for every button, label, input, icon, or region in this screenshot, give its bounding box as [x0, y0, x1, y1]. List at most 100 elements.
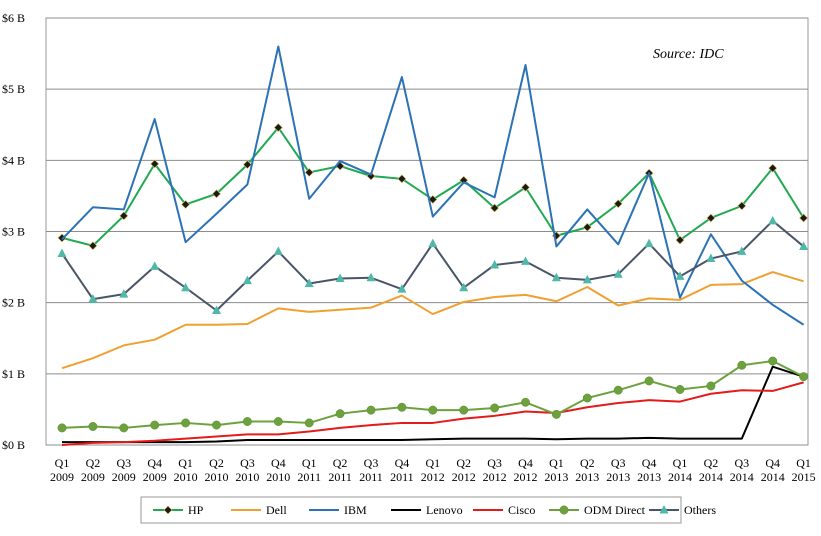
hp-point	[428, 195, 438, 204]
x-tick-label: Q3 2010	[235, 456, 259, 484]
others-point	[397, 284, 407, 293]
others-point	[273, 246, 283, 255]
others-point	[335, 273, 345, 282]
others-point	[428, 238, 438, 248]
hp-point	[273, 123, 283, 133]
others-point	[706, 253, 716, 263]
x-tick-quarter: Q4	[395, 456, 410, 470]
series-lines	[57, 45, 809, 446]
x-tick-quarter: Q1	[549, 456, 564, 470]
x-tick-quarter: Q1	[302, 456, 317, 470]
y-tick-label: $1 B	[2, 367, 25, 381]
hp-point	[88, 241, 98, 251]
series-others	[57, 215, 809, 314]
x-tick-year: 2014	[761, 470, 785, 484]
others-point	[675, 271, 685, 280]
hp-point	[212, 189, 221, 199]
x-tick-quarter: Q1	[673, 456, 688, 470]
x-tick-quarter: Q3	[611, 456, 626, 470]
odm-direct-point	[150, 420, 160, 430]
x-tick-label: Q1 2014	[668, 456, 692, 484]
x-tick-year: 2013	[575, 470, 599, 484]
others-line	[61, 219, 805, 312]
x-tick-label: Q1 2009	[50, 456, 74, 484]
x-tick-year: 2015	[792, 470, 816, 484]
hp-point	[737, 201, 747, 211]
legend-marker	[659, 505, 669, 514]
legend-item-dell: Dell	[231, 503, 287, 517]
x-tick-year: 2014	[668, 470, 692, 484]
others-point	[459, 282, 469, 292]
odm-direct-point	[490, 403, 500, 413]
legend-item-ibm: IBM	[309, 503, 367, 517]
y-tick-label: $3 B	[2, 225, 25, 239]
series-lenovo	[62, 365, 804, 444]
legend-label: Others	[684, 503, 716, 517]
x-tick-year: 2011	[390, 470, 414, 484]
odm-direct-point	[428, 405, 438, 415]
x-tick-year: 2013	[544, 470, 568, 484]
x-tick-label: Q4 2010	[266, 456, 290, 484]
x-tick-year: 2014	[730, 470, 754, 484]
x-tick-year: 2010	[235, 470, 259, 484]
others-point	[613, 269, 623, 278]
x-tick-year: 2009	[50, 470, 74, 484]
odm-direct-point	[644, 376, 654, 386]
others-point	[551, 272, 561, 282]
others-point	[737, 246, 747, 255]
legend-marker	[559, 505, 569, 515]
y-tick-label: $2 B	[2, 296, 25, 310]
odm-direct-point	[304, 418, 314, 428]
x-tick-quarter: Q3	[364, 456, 379, 470]
x-tick-year: 2012	[514, 470, 538, 484]
x-tick-quarter: Q1	[425, 456, 440, 470]
x-tick-label: Q2 2012	[452, 456, 476, 484]
x-tick-year: 2010	[205, 470, 229, 484]
y-tick-label: $6 B	[2, 11, 25, 25]
x-tick-year: 2010	[174, 470, 198, 484]
legend-item-others: Others	[649, 503, 716, 517]
others-point	[242, 275, 252, 285]
legend: HP Dell IBM Lenovo Cisco ODM Direct Others	[140, 496, 716, 524]
x-tick-label: Q3 2012	[483, 456, 507, 484]
others-point	[88, 294, 98, 303]
x-tick-year: 2011	[328, 470, 352, 484]
odm-direct-line	[61, 360, 805, 429]
others-point	[490, 259, 500, 269]
x-tick-year: 2010	[266, 470, 290, 484]
odm-direct-point	[335, 409, 345, 419]
odm-direct-point	[582, 393, 592, 403]
ibm-line	[61, 45, 805, 326]
hp-point	[799, 213, 809, 223]
hp-point	[768, 163, 778, 173]
odm-direct-point	[366, 405, 376, 415]
others-point	[768, 215, 778, 225]
odm-direct-point	[521, 397, 530, 407]
legend-label: Dell	[266, 503, 287, 517]
x-tick-label: Q3 2013	[606, 456, 630, 484]
others-point	[644, 238, 654, 248]
odm-direct-point	[768, 356, 778, 366]
x-tick-label: Q2 2010	[205, 456, 229, 484]
others-point	[150, 261, 160, 270]
x-tick-label: Q1 2015	[792, 456, 816, 484]
odm-direct-point	[212, 420, 221, 430]
x-tick-year: 2012	[452, 470, 476, 484]
hp-point	[181, 200, 191, 209]
others-point	[181, 282, 191, 292]
source-note: Source: IDC	[653, 47, 724, 62]
x-tick-label: Q2 2014	[699, 456, 723, 484]
legend-label: Lenovo	[426, 503, 463, 517]
odm-direct-point	[737, 360, 747, 370]
x-tick-year: 2012	[421, 470, 445, 484]
odm-direct-point	[459, 405, 469, 415]
legend-label: ODM Direct	[584, 503, 646, 517]
x-tick-quarter: Q3	[240, 456, 255, 470]
hp-point	[706, 213, 716, 223]
series-dell	[61, 271, 804, 370]
x-tick-year: 2012	[483, 470, 507, 484]
hp-point	[119, 211, 129, 221]
x-tick-quarter: Q4	[765, 456, 780, 470]
series-odm-direct	[57, 356, 809, 433]
